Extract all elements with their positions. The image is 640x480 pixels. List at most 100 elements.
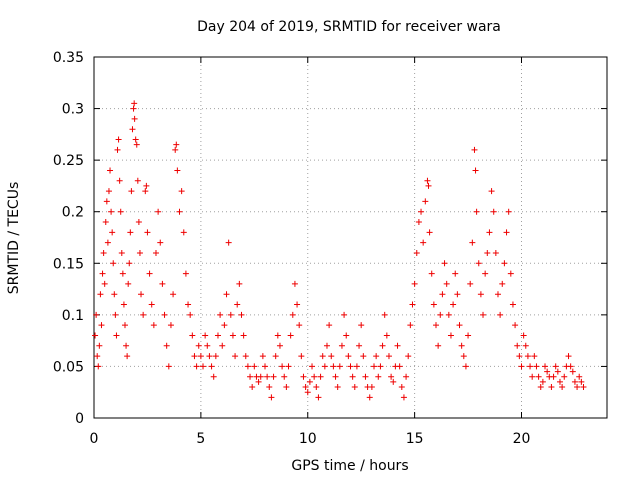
- data-point: [259, 353, 266, 360]
- data-point: [422, 198, 429, 205]
- data-point: [279, 363, 286, 370]
- data-point: [503, 229, 510, 236]
- plot-frame: [93, 56, 608, 419]
- data-point: [520, 332, 527, 339]
- data-point: [157, 239, 164, 246]
- data-point: [571, 378, 578, 385]
- data-point: [433, 322, 439, 329]
- data-point: [136, 249, 143, 256]
- data-point: [238, 311, 245, 318]
- data-point: [138, 291, 145, 298]
- data-point: [533, 363, 540, 370]
- data-point: [472, 167, 479, 174]
- data-point: [170, 291, 177, 298]
- x-tick-label: 10: [299, 431, 317, 447]
- data-point: [289, 311, 296, 318]
- data-point: [300, 373, 307, 380]
- data-point: [420, 239, 427, 246]
- data-point: [375, 373, 382, 380]
- data-point: [388, 373, 395, 380]
- data-point: [101, 280, 108, 287]
- data-point: [131, 115, 138, 122]
- data-point: [111, 291, 118, 298]
- data-point: [492, 249, 499, 256]
- data-point: [330, 363, 337, 370]
- data-point: [176, 208, 183, 215]
- data-points: [92, 100, 587, 401]
- data-point: [469, 239, 476, 246]
- data-point: [315, 394, 322, 401]
- data-point: [480, 311, 487, 318]
- data-point: [578, 378, 585, 385]
- data-point: [319, 353, 326, 360]
- data-point: [200, 363, 207, 370]
- data-point: [96, 342, 103, 349]
- data-point: [332, 373, 339, 380]
- data-point: [93, 311, 100, 318]
- data-point: [202, 332, 209, 339]
- data-point: [512, 322, 519, 329]
- x-axis: 0 5 10 15 20: [90, 57, 531, 447]
- data-point: [411, 280, 418, 287]
- x-tick-label: 15: [406, 431, 424, 447]
- data-point: [400, 394, 407, 401]
- data-point: [488, 188, 495, 195]
- data-point: [189, 332, 196, 339]
- data-point: [425, 182, 432, 189]
- data-point: [264, 373, 271, 380]
- data-point: [360, 353, 367, 360]
- data-point: [251, 363, 258, 370]
- data-point: [126, 260, 133, 267]
- data-point: [482, 270, 489, 277]
- data-point: [535, 373, 542, 380]
- data-point: [390, 378, 397, 385]
- data-point: [437, 311, 444, 318]
- data-point: [100, 249, 107, 256]
- data-point: [358, 322, 365, 329]
- data-point: [152, 249, 159, 256]
- data-point: [326, 322, 333, 329]
- data-point: [505, 208, 512, 215]
- data-point: [163, 342, 170, 349]
- data-point: [565, 353, 572, 360]
- data-point: [302, 384, 309, 391]
- data-point: [356, 342, 363, 349]
- data-point: [165, 363, 172, 370]
- data-point: [522, 342, 529, 349]
- x-tick-label: 0: [90, 431, 99, 447]
- data-point: [475, 260, 482, 267]
- data-point: [167, 322, 174, 329]
- data-point: [174, 167, 181, 174]
- data-point: [353, 363, 360, 370]
- x-tick-label: 5: [196, 431, 205, 447]
- data-point: [219, 342, 226, 349]
- data-point: [501, 260, 508, 267]
- data-point: [159, 280, 166, 287]
- y-tick-label: 0.2: [62, 205, 84, 221]
- data-point: [317, 373, 324, 380]
- data-point: [143, 182, 150, 189]
- y-tick-label: 0.3: [62, 102, 84, 118]
- x-tick-label: 20: [513, 431, 531, 447]
- data-point: [291, 280, 298, 287]
- data-point: [225, 239, 232, 246]
- data-point: [244, 363, 251, 370]
- data-point: [415, 219, 422, 226]
- data-point: [236, 280, 243, 287]
- data-point: [227, 311, 234, 318]
- x-axis-label: GPS time / hours: [291, 458, 408, 474]
- data-point: [94, 353, 101, 360]
- data-point: [123, 342, 130, 349]
- data-point: [328, 353, 335, 360]
- data-point: [494, 291, 501, 298]
- data-point: [518, 363, 525, 370]
- data-point: [104, 239, 111, 246]
- data-point: [172, 146, 179, 153]
- y-tick-label: 0.15: [53, 256, 84, 272]
- data-point: [458, 342, 465, 349]
- data-point: [398, 384, 405, 391]
- data-point: [529, 373, 536, 380]
- data-point: [274, 332, 281, 339]
- y-tick-label: 0.35: [53, 50, 84, 66]
